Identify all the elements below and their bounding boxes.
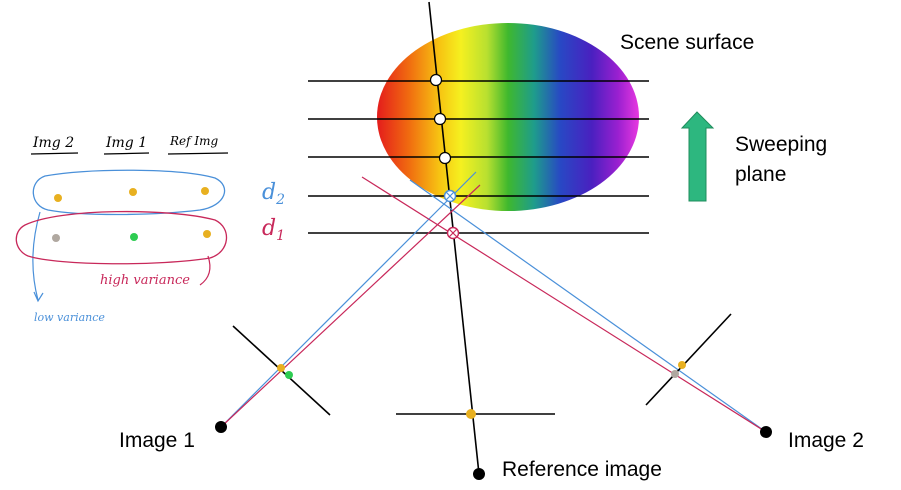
intersection-point-3	[438, 151, 452, 165]
image2-camera-center	[760, 426, 772, 438]
reference-projection-gold	[466, 409, 476, 419]
sketch-dot-img2-bottom	[52, 234, 60, 242]
image-planes	[232, 313, 732, 416]
sketch-col-img2: Img 2	[32, 135, 74, 151]
low-variance-label: low variance	[34, 311, 105, 324]
sketch-dot-img2-top	[54, 194, 62, 202]
high-variance-pointer	[199, 255, 211, 286]
high-variance-label: high variance	[100, 273, 190, 288]
variance-sketch: Img 2 Img 1 Ref Img high variance low va…	[15, 134, 229, 324]
sketch-dot-img1-bottom	[130, 233, 138, 241]
low-variance-loop	[32, 169, 226, 216]
image1-projection-gold	[277, 364, 285, 372]
blue-ray-image1	[220, 171, 477, 428]
scene-surface-ellipse	[377, 23, 639, 211]
sketch-col-img1: Img 1	[105, 135, 147, 151]
blue-rays	[220, 171, 767, 433]
reference-camera-center	[473, 468, 485, 480]
d2-intersection	[443, 189, 457, 203]
image2-projection-gray	[671, 370, 679, 378]
image1-camera-center	[215, 421, 227, 433]
sweeping-plane-arrow	[680, 111, 715, 202]
intersection-point-2	[433, 112, 447, 126]
sweep-planes	[308, 80, 649, 234]
sweeping-plane-label-1: Sweeping	[735, 133, 827, 156]
intersection-point-1	[429, 73, 443, 87]
low-variance-pointer	[32, 211, 44, 303]
sketch-col-ref: Ref Img	[169, 134, 219, 148]
reference-image-label: Reference image	[502, 458, 662, 481]
d1-label: d1	[262, 216, 285, 244]
sketch-dot-img1-top	[129, 188, 137, 196]
image1-projection-green	[285, 371, 293, 379]
sketch-dot-ref-bottom	[203, 230, 211, 238]
image2-projection-gold	[678, 361, 686, 369]
ray-plane-intersections	[429, 73, 452, 165]
sketch-dot-ref-top	[201, 187, 209, 195]
red-ray-image1	[220, 184, 481, 428]
blue-ray-image2	[409, 179, 767, 433]
scene-surface-label: Scene surface	[620, 31, 754, 54]
image2-label: Image 2	[788, 429, 864, 452]
red-rays	[220, 176, 767, 433]
red-ray-image2	[361, 176, 767, 433]
sweeping-plane-label-2: plane	[735, 163, 786, 186]
image1-label: Image 1	[119, 429, 195, 452]
high-variance-loop	[15, 210, 228, 265]
d2-label: d2	[262, 180, 285, 208]
d1-intersection	[446, 226, 460, 240]
image2-plane	[645, 313, 732, 406]
